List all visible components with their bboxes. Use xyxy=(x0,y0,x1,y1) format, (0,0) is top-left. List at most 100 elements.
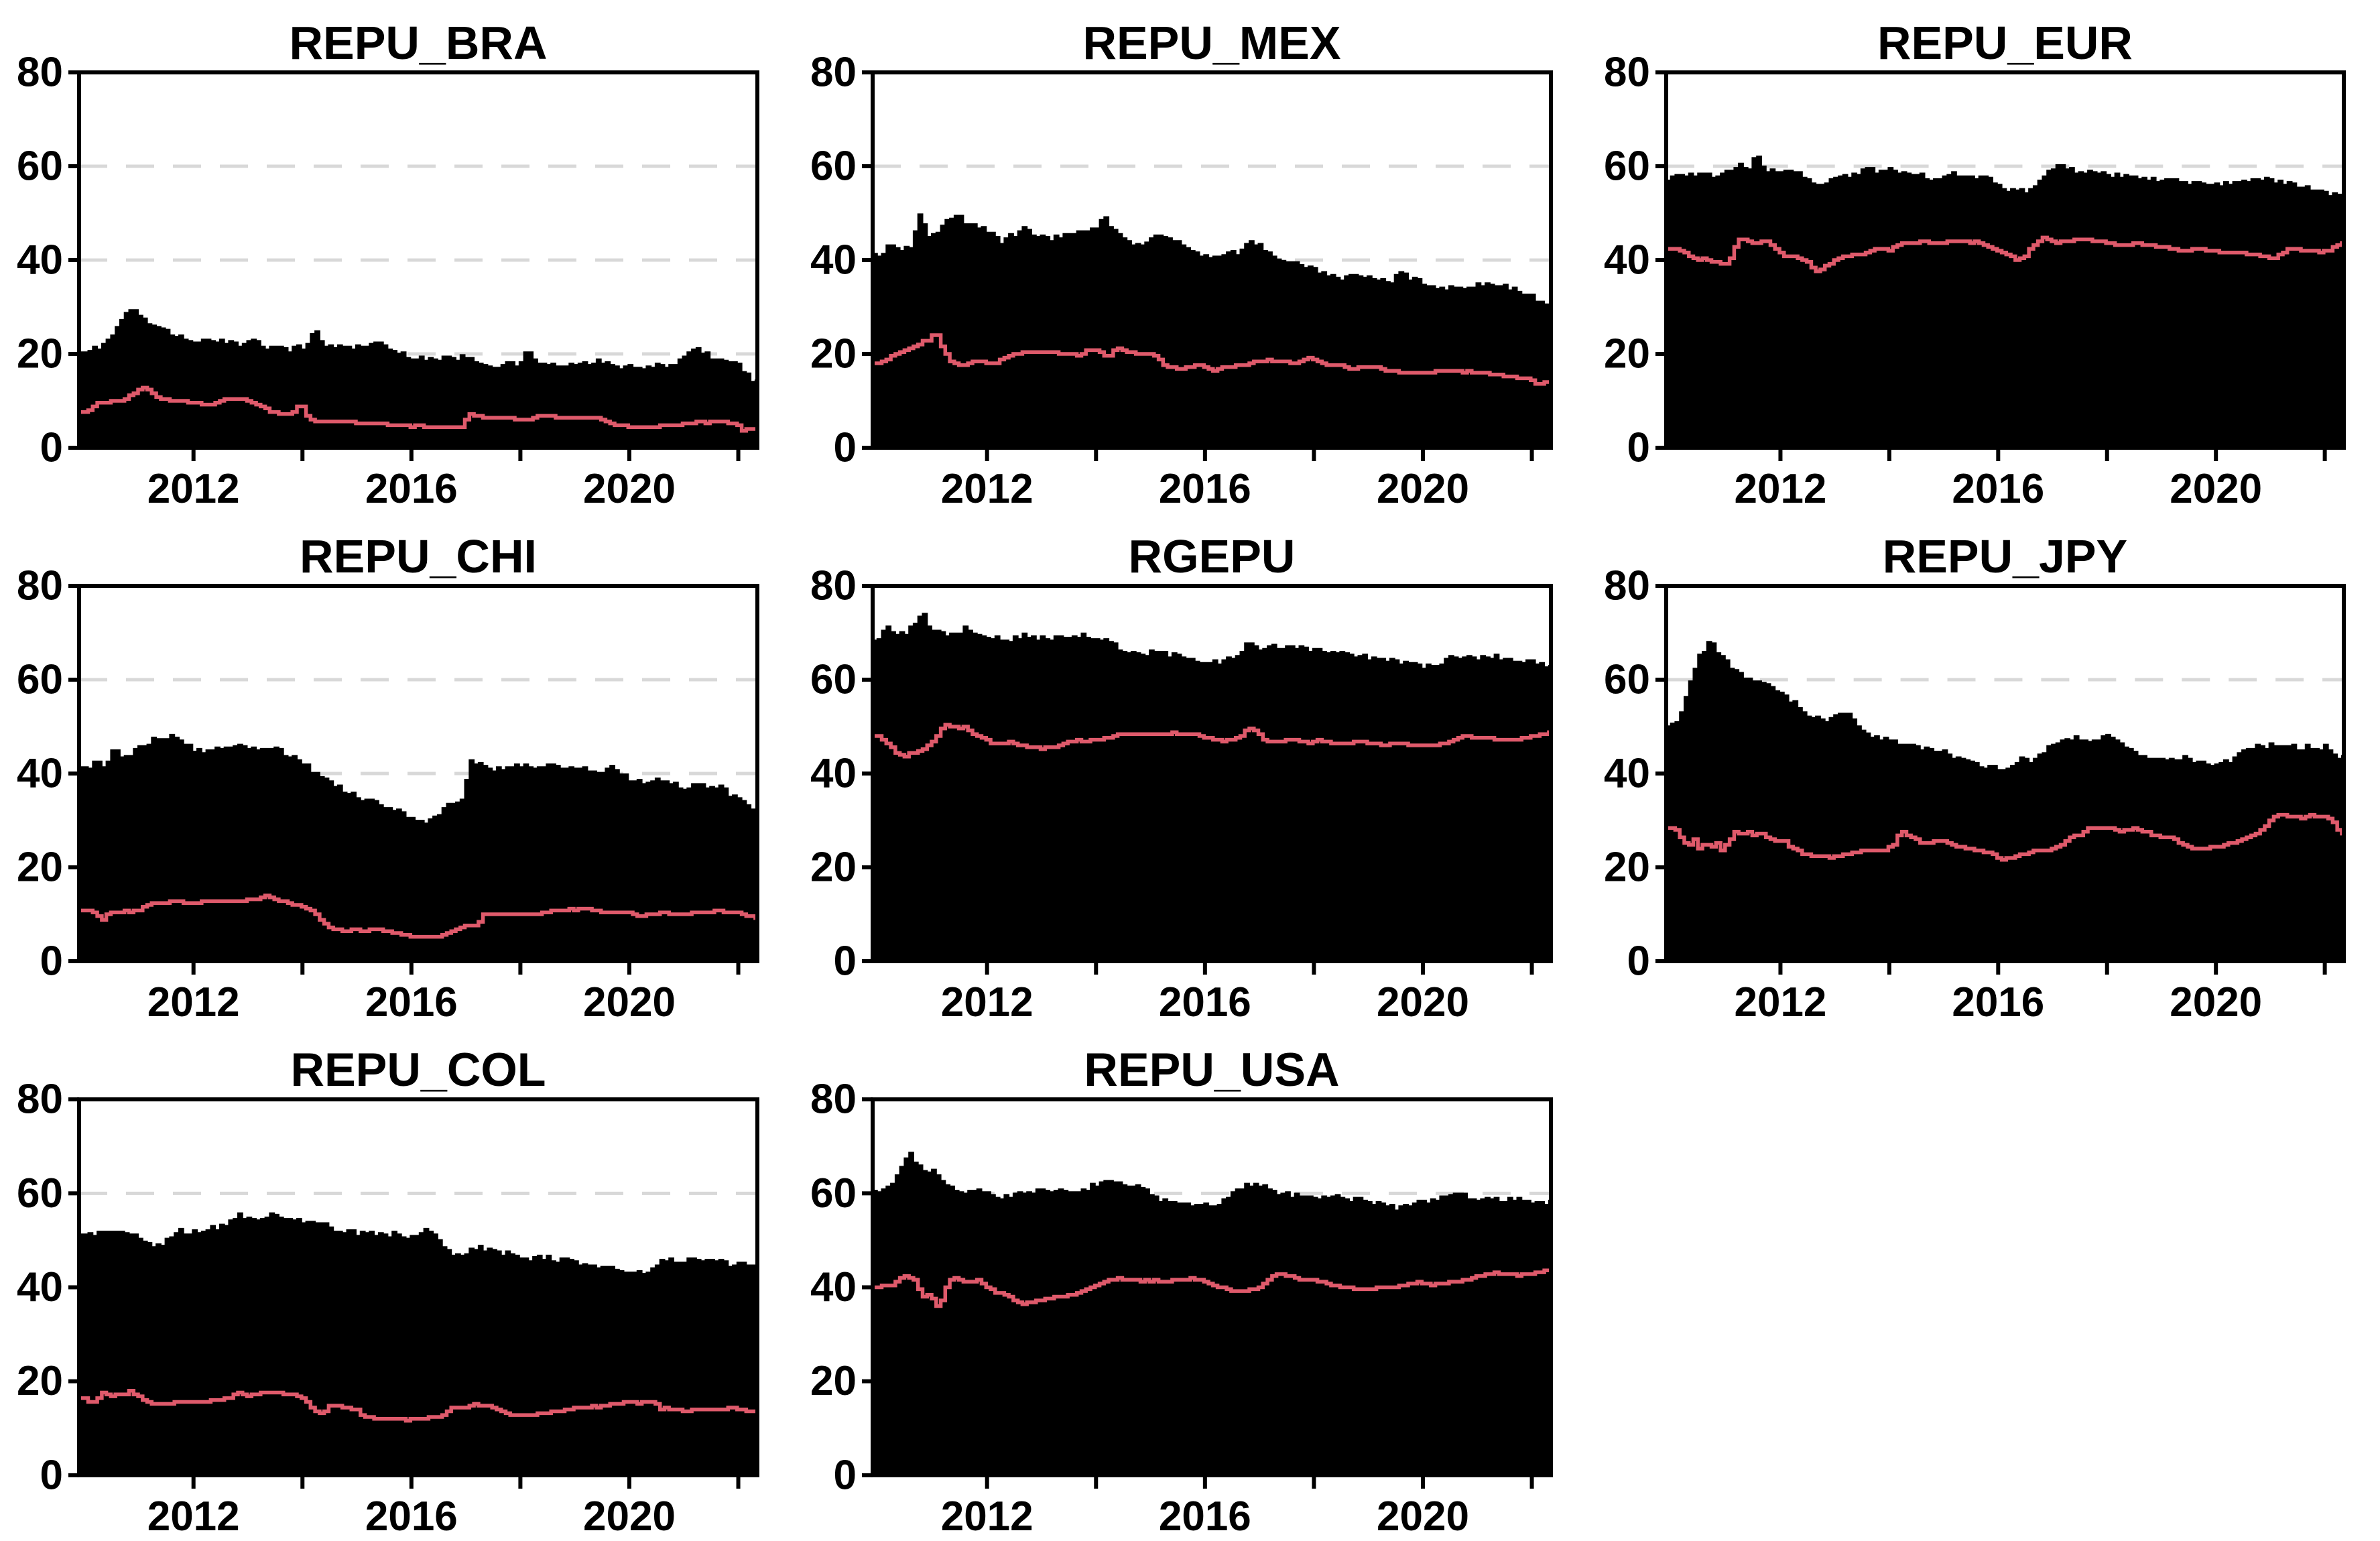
x-tick-label: 2012 xyxy=(1735,979,1827,1026)
chart-svg-repu-col: 0 20 40 60 80 2012 2016 2020 REPU_COL xyxy=(17,1044,759,1540)
y-tick-label: 20 xyxy=(1604,844,1650,890)
chart-cell-repu-usa: 0 20 40 60 80 2012 2016 2020 REPU_USA xyxy=(794,1027,1587,1541)
y-tick-label: 60 xyxy=(810,143,857,190)
trend-line xyxy=(873,723,1553,759)
y-tick-label: 40 xyxy=(17,1264,63,1310)
chart-title: REPU_EUR xyxy=(1877,17,2133,69)
chart-svg-repu-usa: 0 20 40 60 80 2012 2016 2020 REPU_USA xyxy=(810,1044,1553,1540)
chart-svg-rgepu: 0 20 40 60 80 2012 2016 2020 RGEPU xyxy=(810,530,1553,1026)
chart-svg-repu-chi: 0 20 40 60 80 2012 2016 2020 REPU_CHI xyxy=(17,530,759,1026)
area-series xyxy=(1665,156,2345,448)
x-tick-label: 2012 xyxy=(1735,466,1827,512)
y-tick-label: 40 xyxy=(810,237,857,284)
x-tick-label: 2016 xyxy=(1952,466,2044,512)
trend-line xyxy=(1666,235,2346,273)
x-tick-label: 2012 xyxy=(147,466,240,512)
y-tick-label: 20 xyxy=(17,1358,63,1404)
y-tick-label: 80 xyxy=(810,50,857,96)
y-tick-label: 20 xyxy=(17,845,63,891)
y-tick-label: 0 xyxy=(1627,424,1649,471)
plot-box xyxy=(1664,584,2346,963)
x-tick-label: 2016 xyxy=(365,1493,458,1540)
y-tick-label: 40 xyxy=(1604,237,1650,283)
x-tick-label: 2012 xyxy=(941,466,1034,512)
chart-cell-repu-mex: 0 20 40 60 80 2012 2016 2020 REPU_MEX xyxy=(794,0,1587,513)
x-tick-label: 2020 xyxy=(1377,466,1469,512)
y-tick-label: 80 xyxy=(810,1076,857,1123)
x-tick-label: 2020 xyxy=(1377,979,1469,1026)
area-series xyxy=(872,213,1552,448)
chart-title: REPU_USA xyxy=(1084,1044,1339,1096)
trend-line xyxy=(79,385,757,433)
area-series xyxy=(872,1152,1552,1476)
x-tick-label: 2020 xyxy=(2170,979,2262,1026)
chart-svg-repu-mex: 0 20 40 60 80 2012 2016 2020 REPU_MEX xyxy=(810,17,1553,512)
chart-svg-repu-bra: 0 20 40 60 80 2012 2016 2020 REPU_BRA xyxy=(17,17,759,512)
chart-cell-rgepu: 0 20 40 60 80 2012 2016 2020 RGEPU xyxy=(794,513,1587,1027)
y-tick-label: 40 xyxy=(1604,750,1650,796)
chart-svg-repu-eur: 0 20 40 60 80 2012 2016 2020 REPU_EUR xyxy=(1604,17,2346,512)
y-tick-label: 40 xyxy=(810,751,857,797)
chart-title: REPU_COL xyxy=(290,1044,546,1096)
x-tick-label: 2016 xyxy=(1159,466,1251,512)
y-tick-label: 60 xyxy=(17,657,63,703)
x-tick-label: 2020 xyxy=(1377,1493,1469,1540)
x-tick-label: 2012 xyxy=(941,979,1034,1026)
y-tick-label: 80 xyxy=(17,50,63,96)
y-tick-label: 80 xyxy=(17,563,63,609)
y-tick-label: 60 xyxy=(810,1170,857,1217)
y-tick-label: 20 xyxy=(810,331,857,377)
y-tick-label: 0 xyxy=(40,1452,63,1498)
y-tick-label: 20 xyxy=(810,1358,857,1404)
x-tick-label: 2016 xyxy=(365,466,458,512)
chart-cell-repu-jpy: 0 20 40 60 80 2012 2016 2020 REPU_JPY xyxy=(1587,513,2380,1027)
chart-cell-repu-eur: 0 20 40 60 80 2012 2016 2020 REPU_EUR xyxy=(1587,0,2380,513)
y-tick-label: 0 xyxy=(40,938,63,985)
y-tick-label: 40 xyxy=(810,1264,857,1310)
y-tick-label: 80 xyxy=(1604,562,1650,609)
x-tick-label: 2012 xyxy=(147,979,240,1026)
trend-line xyxy=(79,1388,757,1423)
y-tick-label: 40 xyxy=(17,751,63,797)
chart-cell-repu-col: 0 20 40 60 80 2012 2016 2020 REPU_COL xyxy=(0,1027,794,1541)
y-tick-label: 80 xyxy=(810,563,857,609)
x-tick-label: 2020 xyxy=(583,1493,676,1540)
x-tick-label: 2012 xyxy=(147,1493,240,1540)
chart-cell-repu-chi: 0 20 40 60 80 2012 2016 2020 REPU_CHI xyxy=(0,513,794,1027)
y-tick-label: 60 xyxy=(17,1170,63,1217)
plot-box xyxy=(1664,70,2346,450)
area-series xyxy=(1665,641,2345,962)
y-tick-label: 60 xyxy=(17,143,63,190)
y-tick-label: 80 xyxy=(1604,49,1650,95)
y-tick-label: 60 xyxy=(1604,656,1650,702)
y-tick-label: 0 xyxy=(834,938,857,985)
trend-line xyxy=(1666,812,2346,862)
x-tick-label: 2020 xyxy=(583,979,676,1026)
chart-title: REPU_CHI xyxy=(300,530,537,582)
y-tick-label: 0 xyxy=(1627,938,1649,984)
y-tick-label: 0 xyxy=(834,425,857,471)
x-tick-label: 2012 xyxy=(941,1493,1034,1540)
y-tick-label: 0 xyxy=(834,1452,857,1498)
x-tick-label: 2016 xyxy=(1159,979,1251,1026)
y-tick-label: 40 xyxy=(17,237,63,284)
chart-title: REPU_MEX xyxy=(1082,17,1340,69)
chart-title: REPU_JPY xyxy=(1883,530,2127,582)
trend-line xyxy=(873,1268,1553,1308)
y-tick-label: 80 xyxy=(17,1076,63,1123)
x-tick-label: 2016 xyxy=(1159,1493,1251,1540)
y-tick-label: 0 xyxy=(40,425,63,471)
trend-line xyxy=(873,333,1553,386)
x-tick-label: 2020 xyxy=(583,466,676,512)
trend-line xyxy=(79,893,757,939)
chart-title: RGEPU xyxy=(1129,530,1296,582)
empty-cell xyxy=(1587,1027,2380,1541)
chart-svg-repu-jpy: 0 20 40 60 80 2012 2016 2020 REPU_JPY xyxy=(1604,530,2346,1026)
y-tick-label: 20 xyxy=(810,845,857,891)
y-tick-label: 20 xyxy=(17,331,63,377)
y-tick-label: 60 xyxy=(810,657,857,703)
x-tick-label: 2020 xyxy=(2170,466,2262,512)
y-tick-label: 20 xyxy=(1604,330,1650,377)
area-series xyxy=(78,309,758,448)
